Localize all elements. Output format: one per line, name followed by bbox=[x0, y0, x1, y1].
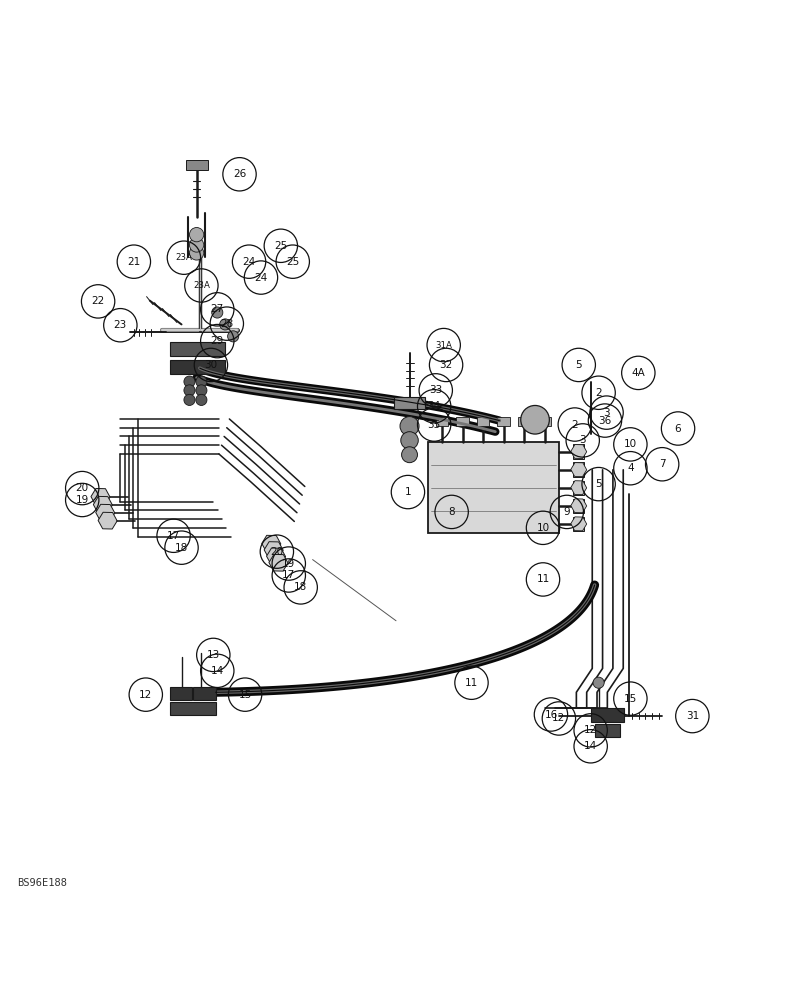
Text: 21: 21 bbox=[127, 257, 141, 267]
Circle shape bbox=[402, 447, 418, 463]
Text: 27: 27 bbox=[210, 304, 224, 314]
Text: 16: 16 bbox=[544, 710, 558, 720]
Circle shape bbox=[190, 246, 204, 260]
Bar bbox=[498, 417, 510, 426]
Text: 11: 11 bbox=[465, 678, 478, 688]
Bar bbox=[456, 417, 469, 426]
Text: 19: 19 bbox=[282, 559, 295, 569]
Text: 34: 34 bbox=[427, 401, 441, 411]
Text: 24: 24 bbox=[254, 273, 267, 283]
Text: 31A: 31A bbox=[435, 341, 452, 350]
Bar bbox=[590, 708, 624, 722]
Text: 13: 13 bbox=[206, 650, 220, 660]
Bar bbox=[573, 517, 584, 531]
Circle shape bbox=[190, 228, 204, 242]
Text: 20: 20 bbox=[270, 547, 283, 557]
Bar bbox=[170, 342, 226, 356]
Bar bbox=[170, 360, 226, 374]
Bar bbox=[194, 687, 216, 700]
Circle shape bbox=[190, 238, 204, 252]
Text: 5: 5 bbox=[595, 479, 602, 489]
Bar bbox=[186, 160, 208, 170]
Text: BS96E188: BS96E188 bbox=[17, 878, 67, 888]
Text: 19: 19 bbox=[75, 495, 89, 505]
Text: 23A: 23A bbox=[193, 281, 210, 290]
Text: 36: 36 bbox=[598, 416, 611, 426]
Text: 33: 33 bbox=[429, 385, 442, 395]
Text: 1: 1 bbox=[405, 487, 411, 497]
Text: 22: 22 bbox=[91, 296, 105, 306]
Text: 8: 8 bbox=[448, 507, 455, 517]
Text: 25: 25 bbox=[274, 241, 287, 251]
Circle shape bbox=[401, 432, 418, 449]
Bar bbox=[436, 417, 449, 426]
Text: 26: 26 bbox=[233, 169, 246, 179]
Bar bbox=[594, 724, 620, 737]
Text: 4: 4 bbox=[627, 463, 634, 473]
Text: 28: 28 bbox=[220, 319, 234, 329]
Circle shape bbox=[228, 331, 238, 342]
Text: 32: 32 bbox=[439, 360, 453, 370]
Circle shape bbox=[521, 405, 550, 434]
Circle shape bbox=[196, 376, 207, 387]
Text: 17: 17 bbox=[167, 531, 180, 541]
Bar bbox=[170, 687, 192, 700]
Circle shape bbox=[196, 385, 207, 396]
Text: 12: 12 bbox=[584, 725, 598, 735]
Bar bbox=[170, 702, 216, 714]
Text: 18: 18 bbox=[175, 543, 188, 553]
Bar bbox=[538, 417, 551, 426]
Text: 9: 9 bbox=[563, 507, 570, 517]
Circle shape bbox=[593, 677, 604, 688]
Text: 18: 18 bbox=[294, 582, 307, 592]
Text: 23A: 23A bbox=[175, 253, 192, 262]
Text: 2: 2 bbox=[595, 388, 602, 398]
Circle shape bbox=[184, 394, 195, 405]
Text: 5: 5 bbox=[575, 360, 582, 370]
Text: 2: 2 bbox=[571, 420, 578, 430]
Bar bbox=[573, 481, 584, 495]
Text: 25: 25 bbox=[286, 257, 299, 267]
Text: 10: 10 bbox=[537, 523, 550, 533]
Text: 35: 35 bbox=[427, 420, 441, 430]
Circle shape bbox=[212, 307, 223, 318]
Bar bbox=[394, 397, 426, 409]
Circle shape bbox=[184, 385, 195, 396]
Text: 14: 14 bbox=[584, 741, 598, 751]
Text: 10: 10 bbox=[624, 439, 637, 449]
Circle shape bbox=[184, 376, 195, 387]
Bar bbox=[518, 417, 530, 426]
Text: 24: 24 bbox=[242, 257, 256, 267]
Circle shape bbox=[196, 394, 207, 405]
Text: 7: 7 bbox=[659, 459, 666, 469]
Circle shape bbox=[400, 417, 419, 436]
Text: 3: 3 bbox=[603, 408, 610, 418]
Text: 11: 11 bbox=[536, 574, 550, 584]
Text: 23: 23 bbox=[114, 320, 127, 330]
Text: 6: 6 bbox=[674, 424, 682, 434]
Text: 20: 20 bbox=[76, 483, 89, 493]
Bar bbox=[573, 444, 584, 459]
Text: 30: 30 bbox=[204, 360, 218, 370]
Text: 15: 15 bbox=[624, 694, 637, 704]
Text: 15: 15 bbox=[238, 690, 252, 700]
Bar bbox=[477, 417, 490, 426]
Circle shape bbox=[220, 319, 230, 330]
Bar bbox=[428, 442, 559, 533]
Text: 3: 3 bbox=[579, 435, 586, 445]
Text: 4A: 4A bbox=[631, 368, 646, 378]
Text: 17: 17 bbox=[282, 570, 295, 580]
Text: 29: 29 bbox=[210, 336, 224, 346]
Text: 12: 12 bbox=[552, 713, 566, 723]
Text: 31: 31 bbox=[686, 711, 699, 721]
Bar bbox=[573, 462, 584, 477]
Text: 14: 14 bbox=[210, 666, 224, 676]
Bar bbox=[573, 499, 584, 513]
Text: 12: 12 bbox=[139, 690, 153, 700]
